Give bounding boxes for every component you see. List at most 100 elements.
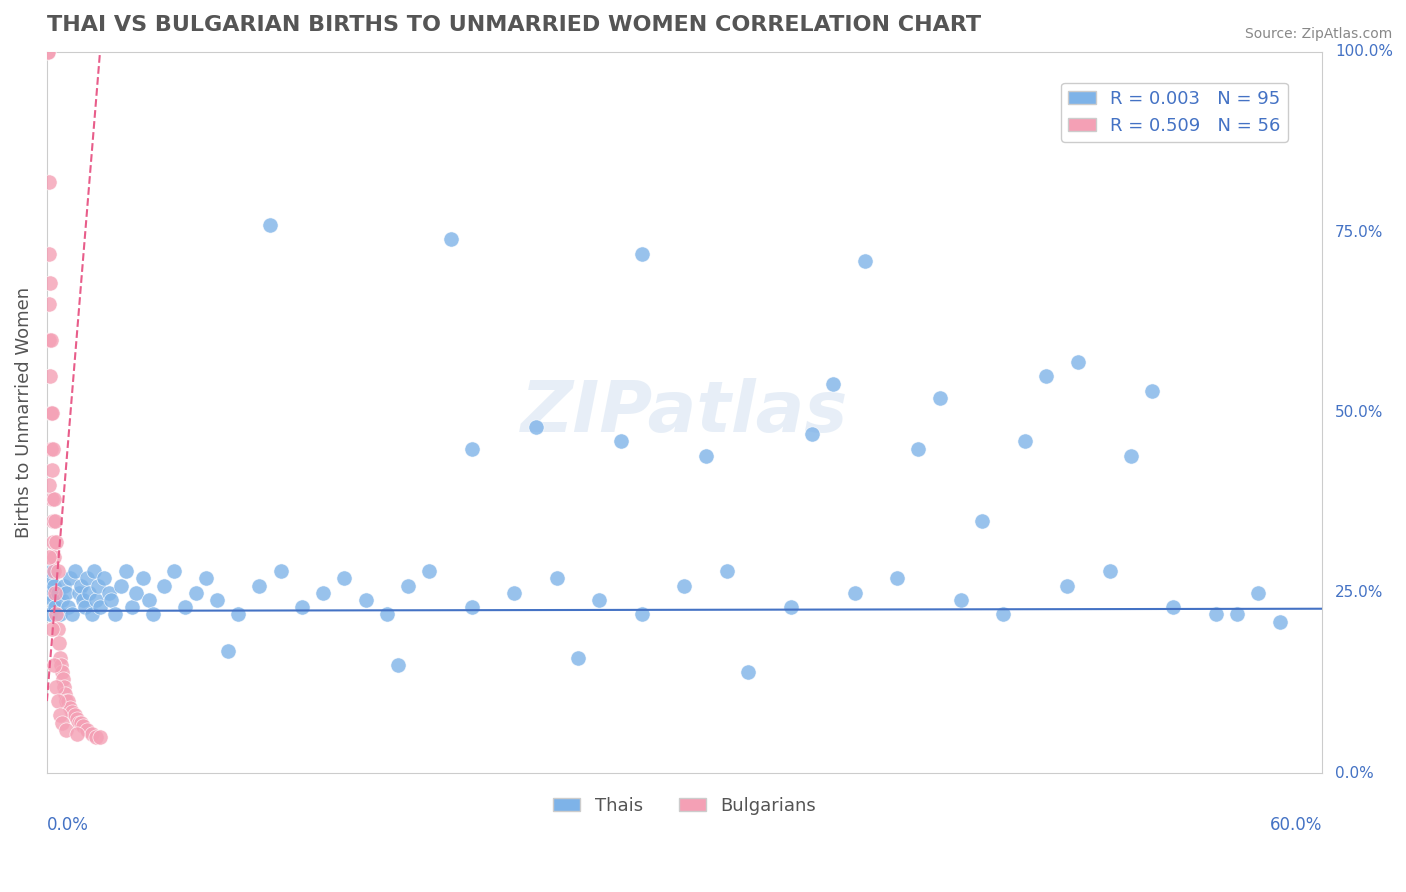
Point [59, 571, 82, 585]
Point [66, 726, 89, 740]
Point [217, 643, 239, 657]
Point [418, 564, 440, 578]
Point [42, 549, 65, 564]
Point [396, 579, 419, 593]
Point [44, 600, 66, 615]
Point [38, 477, 60, 491]
Point [110, 579, 132, 593]
Point [46, 694, 69, 708]
Point [48, 636, 70, 650]
Point [53, 687, 76, 701]
Point [1014, 434, 1036, 449]
Point [44, 564, 66, 578]
Point [39, 571, 62, 585]
Point [461, 442, 484, 456]
Point [38, 586, 60, 600]
Point [52, 673, 75, 687]
Point [67, 586, 90, 600]
Text: 0.0%: 0.0% [46, 816, 89, 835]
Point [152, 579, 174, 593]
Point [138, 593, 160, 607]
Text: ZIPatlas: ZIPatlas [520, 378, 848, 447]
Point [60, 607, 83, 622]
Point [333, 571, 356, 585]
Point [312, 586, 335, 600]
Point [38, 175, 60, 189]
Point [163, 564, 186, 578]
Text: 100.0%: 100.0% [1334, 45, 1393, 60]
Point [41, 463, 63, 477]
Point [89, 730, 111, 744]
Text: THAI VS BULGARIAN BIRTHS TO UNMARRIED WOMEN CORRELATION CHART: THAI VS BULGARIAN BIRTHS TO UNMARRIED WO… [46, 15, 981, 35]
Point [55, 694, 77, 708]
Point [84, 730, 107, 744]
Point [79, 586, 101, 600]
Point [42, 514, 65, 528]
Point [55, 586, 77, 600]
Text: Source: ZipAtlas.com: Source: ZipAtlas.com [1244, 27, 1392, 41]
Point [567, 650, 589, 665]
Point [291, 600, 314, 615]
Point [41, 405, 63, 419]
Point [114, 564, 136, 578]
Point [39, 607, 62, 622]
Point [38, 247, 60, 261]
Point [80, 607, 103, 622]
Point [45, 535, 67, 549]
Point [51, 715, 73, 730]
Point [38, 334, 60, 348]
Y-axis label: Births to Unmarried Women: Births to Unmarried Women [15, 287, 32, 538]
Point [1268, 615, 1291, 629]
Point [46, 586, 69, 600]
Point [440, 232, 463, 246]
Point [970, 514, 993, 528]
Point [39, 405, 62, 419]
Point [42, 442, 65, 456]
Point [83, 564, 105, 578]
Point [97, 586, 120, 600]
Point [631, 607, 654, 622]
Point [249, 579, 271, 593]
Point [1035, 369, 1057, 384]
Point [45, 680, 67, 694]
Point [51, 593, 73, 607]
Point [131, 571, 153, 585]
Point [907, 442, 929, 456]
Point [72, 593, 94, 607]
Point [104, 607, 127, 622]
Point [354, 593, 377, 607]
Point [37, 45, 59, 59]
Point [270, 564, 292, 578]
Point [524, 420, 547, 434]
Point [66, 712, 89, 726]
Point [39, 369, 62, 384]
Point [44, 514, 66, 528]
Point [38, 297, 60, 311]
Point [45, 607, 67, 622]
Point [1140, 384, 1163, 398]
Point [72, 719, 94, 733]
Point [100, 593, 122, 607]
Point [52, 579, 75, 593]
Point [56, 600, 79, 615]
Point [928, 391, 950, 405]
Point [174, 600, 197, 615]
Point [44, 579, 66, 593]
Point [93, 571, 115, 585]
Point [70, 715, 93, 730]
Point [42, 658, 65, 673]
Point [46, 564, 69, 578]
Point [205, 593, 228, 607]
Point [76, 723, 98, 737]
Point [1056, 579, 1078, 593]
Point [259, 218, 281, 232]
Point [59, 701, 82, 715]
Point [949, 593, 972, 607]
Point [716, 564, 738, 578]
Point [52, 680, 75, 694]
Text: 60.0%: 60.0% [1270, 816, 1322, 835]
Point [67, 715, 90, 730]
Text: 0.0%: 0.0% [1334, 765, 1374, 780]
Point [461, 600, 484, 615]
Point [1205, 607, 1227, 622]
